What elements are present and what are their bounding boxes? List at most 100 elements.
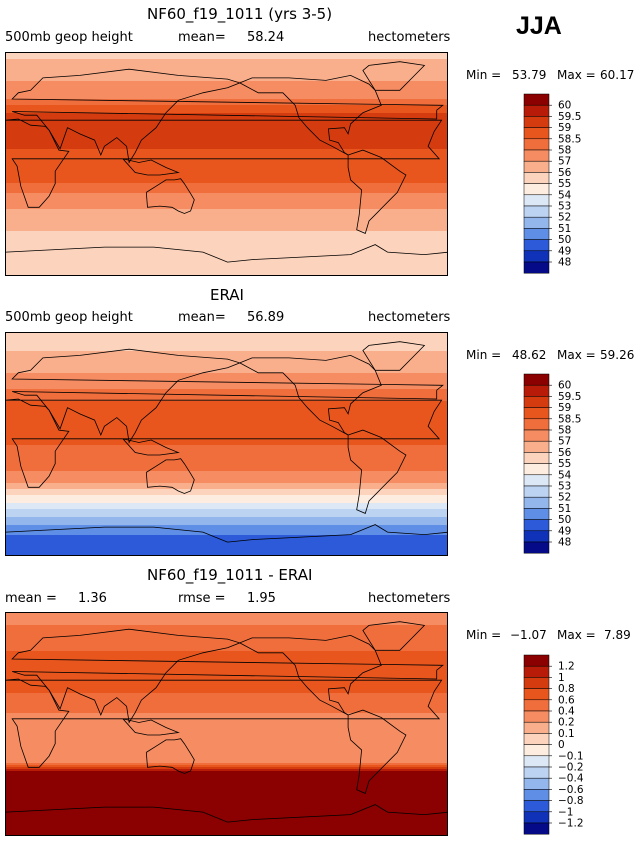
contour-band	[6, 99, 447, 102]
contour-band	[6, 151, 447, 154]
contour-band	[6, 537, 447, 540]
contour-band	[6, 809, 447, 812]
contour-band	[6, 389, 447, 392]
contour-band	[6, 457, 447, 460]
contour-band	[6, 223, 447, 226]
colorbar-tick-label: 1.2	[558, 661, 575, 673]
panel3-min-value: −1.07	[510, 628, 547, 642]
contour-band	[6, 261, 447, 264]
colorbar-tick-label: −0.8	[558, 795, 584, 807]
panel2-colorbar: 60 59.5 59 58.5 58 57 56 55 54 53 52 51 50 49 48	[523, 373, 614, 554]
contour-band	[6, 685, 447, 688]
colorbar-swatch	[523, 744, 550, 757]
panel3-mean-label: mean =	[5, 591, 57, 606]
contour-band	[6, 375, 447, 378]
contour-band	[6, 225, 447, 228]
contour-band	[6, 207, 447, 210]
contour-band	[6, 153, 447, 156]
contour-band	[6, 363, 447, 366]
contour-band	[6, 687, 447, 690]
colorbar-swatch	[523, 127, 550, 140]
contour-band	[6, 105, 447, 108]
panel2-max-value: 59.26	[600, 348, 635, 362]
coast-australia	[145, 738, 195, 774]
panel1-mean-value: 58.24	[247, 30, 285, 45]
contour-band	[6, 723, 447, 726]
contour-band	[6, 237, 447, 240]
panel3-colorbar-svg: 1.210.80.60.40.20.10−0.1−0.2−0.4−0.6−0.8…	[523, 654, 584, 835]
contour-band	[6, 447, 447, 450]
contour-band	[6, 155, 447, 158]
contour-band	[6, 807, 447, 810]
contour-band	[6, 789, 447, 792]
contour-band	[6, 641, 447, 644]
contour-band	[6, 629, 447, 632]
panel2-zonal-bands	[6, 333, 447, 555]
contour-band	[6, 637, 447, 640]
colorbar-tick-label: 54	[558, 469, 572, 481]
coast-indonesia	[122, 438, 180, 456]
contour-band	[6, 139, 447, 142]
contour-band	[6, 835, 448, 836]
contour-band	[6, 553, 447, 555]
contour-band	[6, 215, 447, 218]
contour-band	[6, 227, 447, 230]
contour-band	[6, 63, 447, 66]
contour-band	[6, 179, 447, 182]
contour-band	[6, 395, 447, 398]
colorbar-tick-label: 58.5	[558, 413, 581, 425]
contour-band	[6, 437, 447, 440]
panel1-min-label: Min =	[466, 68, 502, 82]
contour-band	[6, 113, 447, 116]
contour-band	[6, 759, 447, 762]
contour-band	[6, 443, 447, 446]
colorbar-swatch	[523, 654, 550, 667]
contour-band	[6, 393, 447, 396]
contour-band	[6, 455, 447, 458]
contour-band	[6, 673, 447, 676]
colorbar-tick-label: 59.5	[558, 111, 581, 123]
contour-band	[6, 689, 447, 692]
colorbar-tick-label: 0.1	[558, 728, 575, 740]
contour-band	[6, 403, 447, 406]
colorbar-swatch	[523, 822, 550, 835]
contour-band	[6, 337, 447, 340]
contour-band	[6, 239, 447, 242]
contour-band	[6, 499, 447, 502]
panel1-mean-label: mean=	[178, 30, 226, 45]
coast-antarctica	[6, 804, 447, 823]
contour-band	[6, 361, 447, 364]
contour-band	[6, 177, 447, 180]
colorbar-swatch	[523, 407, 550, 420]
contour-band	[6, 173, 447, 176]
contour-band	[6, 91, 447, 94]
colorbar-swatch	[523, 116, 550, 128]
panel2-min-label: Min =	[466, 348, 502, 362]
contour-band	[6, 669, 447, 672]
contour-band	[6, 707, 447, 710]
coast-indonesia	[122, 718, 180, 736]
panel2-units: hectometers	[368, 310, 451, 325]
contour-band	[6, 517, 447, 520]
colorbar-tick-label: 59	[558, 402, 571, 414]
coast-south-america	[347, 709, 407, 794]
contour-band	[6, 627, 447, 630]
panel3-contour-plot	[6, 613, 448, 836]
colorbar-tick-label: 55	[558, 178, 571, 190]
contour-band	[6, 129, 447, 132]
contour-band	[6, 493, 447, 496]
contour-band	[6, 653, 447, 656]
contour-band	[6, 263, 447, 266]
contour-band	[6, 111, 447, 114]
panel3-mean-value: 1.36	[78, 591, 107, 606]
colorbar-swatch	[523, 452, 550, 464]
contour-band	[6, 93, 447, 96]
panel1-colorbar: 60 59.5 59 58.5 58 57 56 55 54 53 52 51 50 49 48	[523, 93, 614, 274]
colorbar-swatch	[523, 755, 550, 768]
contour-band	[6, 529, 447, 532]
colorbar-swatch	[523, 496, 550, 509]
coast-north-america	[239, 74, 382, 156]
coast-north-america	[239, 634, 382, 716]
contour-band	[6, 515, 447, 518]
contour-band	[6, 671, 447, 674]
